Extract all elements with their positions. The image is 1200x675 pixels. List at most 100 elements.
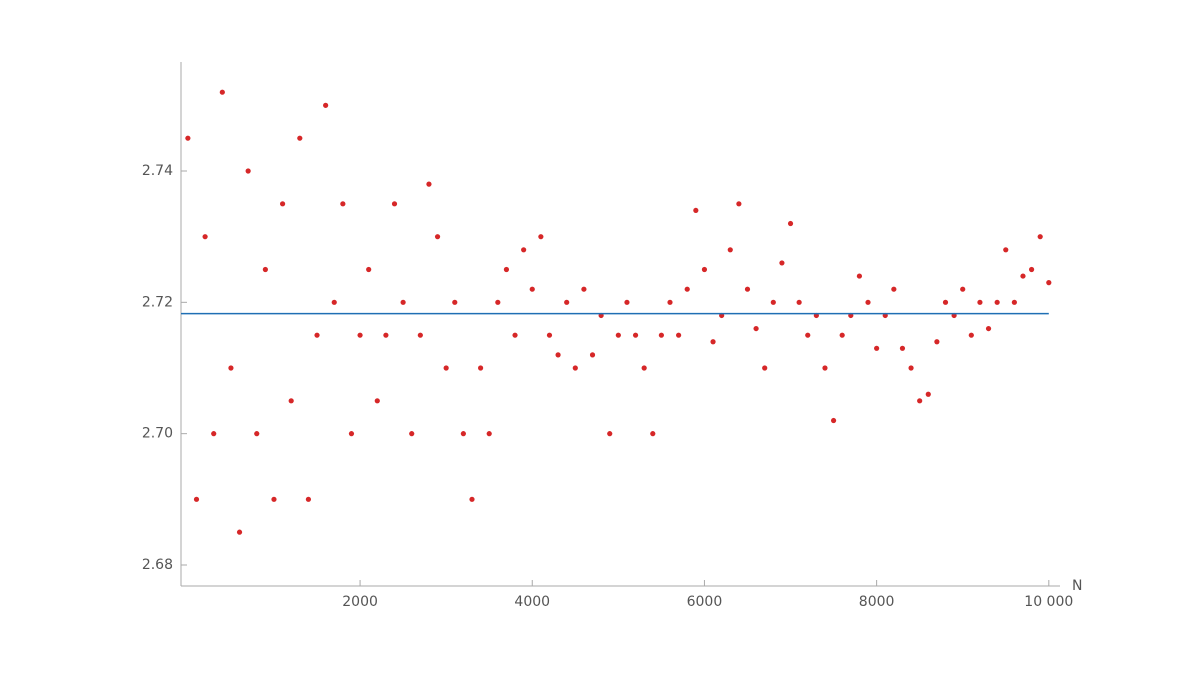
point [409, 431, 415, 437]
x-tick-label: 8000 [859, 594, 895, 610]
point [822, 365, 828, 371]
x-tick-label: 2000 [342, 594, 378, 610]
y-tick-label: 2.72 [142, 294, 173, 310]
point [314, 332, 320, 338]
point [891, 286, 897, 292]
point [615, 332, 621, 338]
point [581, 286, 587, 292]
x-axis-label: N [1072, 578, 1082, 594]
point [452, 299, 458, 305]
point [211, 431, 217, 437]
point [830, 417, 837, 424]
point [185, 135, 191, 141]
point [1046, 280, 1052, 286]
y-tick-label: 2.70 [142, 426, 173, 442]
point [805, 332, 811, 338]
point [942, 299, 949, 305]
point [348, 431, 355, 437]
point [279, 201, 286, 207]
point [305, 496, 312, 502]
point [219, 89, 225, 95]
point [632, 332, 639, 338]
point [684, 286, 690, 292]
point [787, 220, 794, 227]
point [254, 431, 260, 437]
point [357, 332, 363, 338]
x-tick-label: 4000 [514, 594, 550, 610]
point [323, 102, 329, 108]
point [572, 365, 578, 371]
point [1011, 299, 1017, 305]
x-tick-label: 10 000 [1024, 594, 1073, 610]
point [977, 299, 983, 305]
point [426, 181, 432, 187]
point [968, 332, 974, 338]
point [589, 352, 596, 358]
point [650, 431, 656, 437]
point [331, 299, 337, 305]
point [727, 247, 733, 253]
point [486, 431, 492, 437]
point [736, 201, 742, 207]
point [624, 299, 630, 305]
point [865, 299, 871, 305]
point [460, 431, 466, 437]
point [744, 286, 751, 292]
point [271, 496, 277, 502]
point [874, 345, 880, 351]
point [245, 168, 251, 174]
point [856, 273, 863, 279]
point [262, 266, 268, 273]
point [366, 266, 372, 273]
point [762, 365, 768, 371]
point [434, 234, 441, 240]
point [546, 332, 553, 338]
point [796, 299, 802, 305]
point [607, 431, 613, 437]
point [925, 391, 931, 397]
point [1020, 273, 1026, 279]
point [469, 496, 475, 502]
point [564, 299, 570, 305]
point [701, 266, 708, 273]
point [1003, 247, 1009, 253]
point [236, 529, 243, 535]
point [710, 339, 716, 345]
point [521, 247, 527, 253]
point [193, 496, 200, 502]
point [383, 332, 389, 338]
point [779, 260, 785, 266]
point [960, 286, 966, 292]
y-tick-label: 2.68 [142, 557, 173, 573]
point [985, 325, 992, 332]
point [934, 339, 940, 345]
point [917, 398, 923, 404]
point [1028, 266, 1035, 273]
point [503, 266, 510, 273]
point [770, 299, 776, 305]
point [495, 299, 501, 305]
x-tick-label: 6000 [687, 594, 723, 610]
point [417, 332, 423, 338]
point [641, 365, 647, 371]
point [529, 286, 535, 292]
point [228, 365, 234, 371]
point [340, 201, 346, 207]
point [839, 332, 845, 338]
point [288, 398, 294, 404]
point [400, 299, 406, 305]
point [676, 332, 682, 338]
point [512, 332, 518, 338]
point [693, 207, 699, 214]
y-tick-label: 2.74 [142, 163, 173, 179]
point [478, 365, 484, 371]
point [667, 299, 673, 305]
point [753, 325, 759, 332]
point [1037, 234, 1043, 240]
point [297, 135, 303, 141]
point [443, 365, 449, 371]
point [899, 345, 906, 351]
point [374, 398, 380, 404]
